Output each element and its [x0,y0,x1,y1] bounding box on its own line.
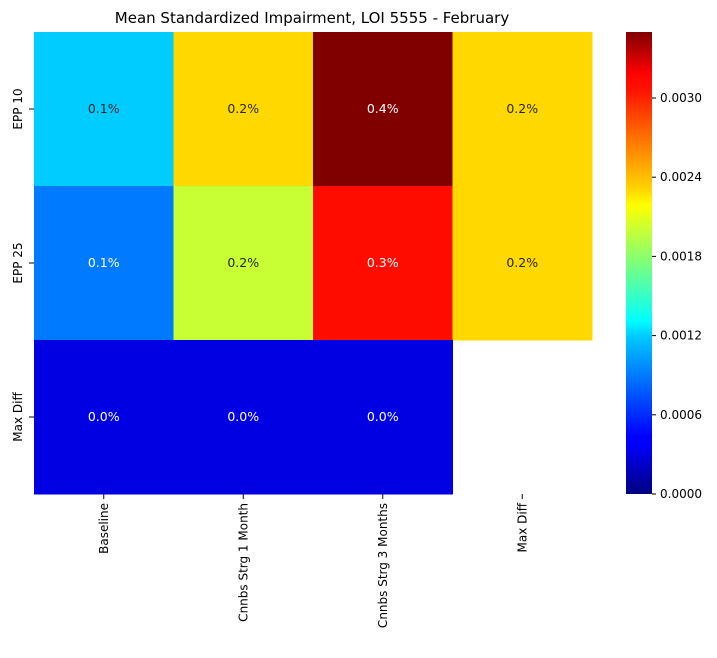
y-tick-label: EPP 10 [11,88,25,129]
heatmap-cell [452,186,593,341]
cell-annotation: 0.2% [227,255,259,270]
x-tick-label: Max Diff [515,502,529,552]
heatmap-cell [313,32,453,187]
colorbar-tick-label: 0.0030 [660,91,702,105]
y-axis: EPP 10 EPP 25 Max Diff [11,88,34,442]
cell-annotation: 0.0% [227,409,259,424]
heatmap-cell [173,340,314,495]
cell-annotation: 0.4% [367,101,399,116]
y-tick-label: EPP 25 [11,242,25,283]
cell-annotation: 0.0% [88,409,120,424]
heatmap-cell [34,340,174,495]
cell-annotation: 0.1% [88,101,120,116]
heatmap-cell-labels: 0.1% 0.2% 0.4% 0.2% 0.1% 0.2% 0.3% 0.2% 0.0% 0.0%… [88,101,538,424]
cell-annotation: 0.2% [506,255,538,270]
heatmap-cell [173,32,314,187]
cell-annotation: 0.2% [506,101,538,116]
chart-title: Mean Standardized Impairment, LOI 5555 -… [115,9,510,27]
colorbar-tick-label: 0.0012 [660,329,702,343]
colorbar-gradient [626,32,652,494]
colorbar-tick-label: 0.0006 [660,408,702,422]
colorbar-tick-label: 0.0018 [660,249,702,263]
heatmap-cell [452,32,593,187]
cell-annotation: 0.1% [88,255,120,270]
x-axis: Baseline Cnnbs Strg 1 Month Cnnbs Strg 3 M… [97,494,529,628]
colorbar-tick-label: 0.0000 [660,487,702,501]
x-tick-label: Cnnbs Strg 3 Months [376,503,390,628]
cell-annotation: 0.3% [367,255,399,270]
heatmap-cell [34,32,174,187]
colorbar: 0.0000 0.0006 0.0012 0.0018 0.0024 0.0030 [626,32,702,501]
heatmap-cell [313,340,453,495]
heatmap-cell [313,186,453,341]
x-tick-label: Baseline [97,503,111,554]
cell-annotation: 0.0% [367,409,399,424]
y-tick-label: Max Diff [11,392,25,442]
heatmap-cells [34,32,593,495]
cell-annotation: 0.2% [227,101,259,116]
heatmap-cell [34,186,174,341]
colorbar-tick-label: 0.0024 [660,170,702,184]
x-tick-label: Cnnbs Strg 1 Month [236,503,250,622]
heatmap-cell [173,186,314,341]
